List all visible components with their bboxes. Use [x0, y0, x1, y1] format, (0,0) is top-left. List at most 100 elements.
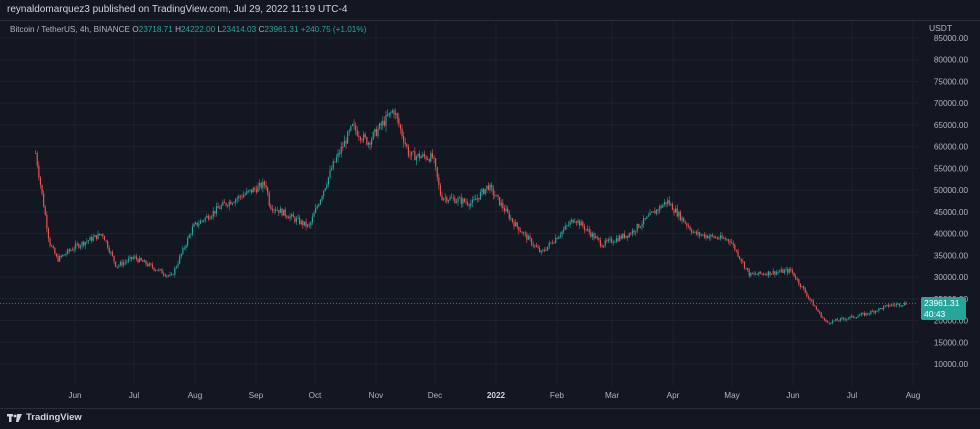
candle-body — [177, 263, 179, 267]
x-tick-label: Mar — [605, 391, 619, 400]
candle-body — [167, 275, 170, 277]
candle-body — [599, 239, 602, 246]
candle-body — [803, 286, 805, 289]
tradingview-logo[interactable]: TradingView — [7, 412, 82, 423]
candle-body — [563, 229, 565, 232]
candle-body — [268, 193, 270, 206]
candle-body — [171, 274, 173, 276]
candle-body — [195, 222, 197, 224]
candle-body — [900, 305, 902, 307]
tradingview-brand: TradingView — [26, 412, 82, 423]
candle-body — [271, 208, 274, 211]
candle-body — [295, 218, 298, 222]
candle-body — [420, 156, 422, 159]
candle-body — [318, 204, 320, 207]
candle-body — [371, 139, 373, 145]
candle-body — [526, 233, 528, 240]
candle-body — [214, 210, 216, 214]
chart-frame[interactable] — [0, 20, 980, 409]
candle-body — [145, 260, 147, 265]
candle-body — [879, 308, 882, 309]
candle-body — [647, 215, 650, 217]
candle-body — [556, 238, 558, 239]
last-price-tag: 23961.31 40:43 — [921, 297, 966, 320]
candle-body — [327, 177, 330, 185]
candle-body — [87, 240, 90, 242]
candle-body — [751, 272, 754, 274]
candle-body — [239, 195, 242, 197]
candle-body — [55, 254, 58, 257]
candle-body — [737, 250, 739, 257]
candle-body — [59, 255, 61, 262]
candle-body — [391, 110, 394, 113]
candle-body — [417, 153, 419, 157]
candle-body — [403, 136, 405, 143]
candle-body — [721, 235, 723, 239]
candle-body — [567, 225, 570, 226]
candle-body — [135, 256, 138, 260]
candle-body — [729, 241, 731, 243]
candle-body — [451, 197, 453, 199]
candle-body — [838, 320, 840, 322]
candle-body — [433, 157, 435, 159]
candle-body — [759, 271, 762, 274]
candle-body — [47, 228, 50, 239]
candle-body — [575, 221, 578, 223]
candle-body — [547, 246, 549, 251]
low-label: L — [217, 25, 222, 34]
candle-body — [542, 249, 544, 251]
candle-body — [139, 257, 141, 263]
candle-body — [455, 201, 458, 204]
y-tick-label: 75000.00 — [934, 77, 969, 86]
candle-body — [140, 257, 142, 261]
candle-body — [471, 199, 474, 204]
x-tick-label: Apr — [667, 391, 680, 400]
candle-body — [489, 184, 491, 190]
candle-body — [102, 234, 104, 237]
candle-body — [254, 188, 256, 190]
candle-body — [718, 238, 720, 240]
candle-body — [689, 226, 691, 230]
candle-body — [347, 131, 349, 144]
candle-body — [619, 235, 621, 242]
candle-body — [236, 198, 238, 200]
candle-body — [523, 232, 525, 234]
candle-body — [183, 247, 186, 249]
candle-body — [406, 144, 408, 147]
candle-body — [595, 236, 597, 239]
candle-body — [836, 319, 838, 321]
candle-body — [412, 151, 414, 153]
candle-body — [191, 226, 194, 235]
close-value: 23961.31 — [264, 25, 299, 34]
candle-body — [692, 231, 694, 233]
candle-body — [297, 217, 299, 219]
candle-body — [467, 202, 469, 205]
candle-body — [108, 247, 110, 253]
candle-body — [359, 136, 362, 140]
candle-body — [481, 188, 483, 193]
candle-body — [531, 238, 533, 245]
candle-body — [148, 263, 150, 267]
candle-body — [60, 255, 62, 257]
candle-body — [886, 304, 888, 306]
candle-body — [313, 212, 315, 217]
candle-body — [369, 142, 371, 145]
candle-body — [884, 305, 886, 307]
candle-body — [291, 214, 293, 217]
candle-body — [71, 249, 74, 251]
candle-body — [447, 200, 450, 202]
candle-body — [339, 152, 341, 154]
candle-body — [289, 216, 291, 219]
candle-body — [147, 264, 149, 267]
candle-body — [419, 153, 421, 159]
candle-body — [735, 249, 738, 251]
candle-body — [294, 217, 296, 222]
candle-body — [310, 222, 312, 226]
candle-body — [174, 267, 176, 275]
candle-body — [67, 249, 69, 254]
candle-body — [787, 269, 789, 273]
candle-body — [887, 304, 890, 307]
candle-body — [713, 235, 715, 238]
